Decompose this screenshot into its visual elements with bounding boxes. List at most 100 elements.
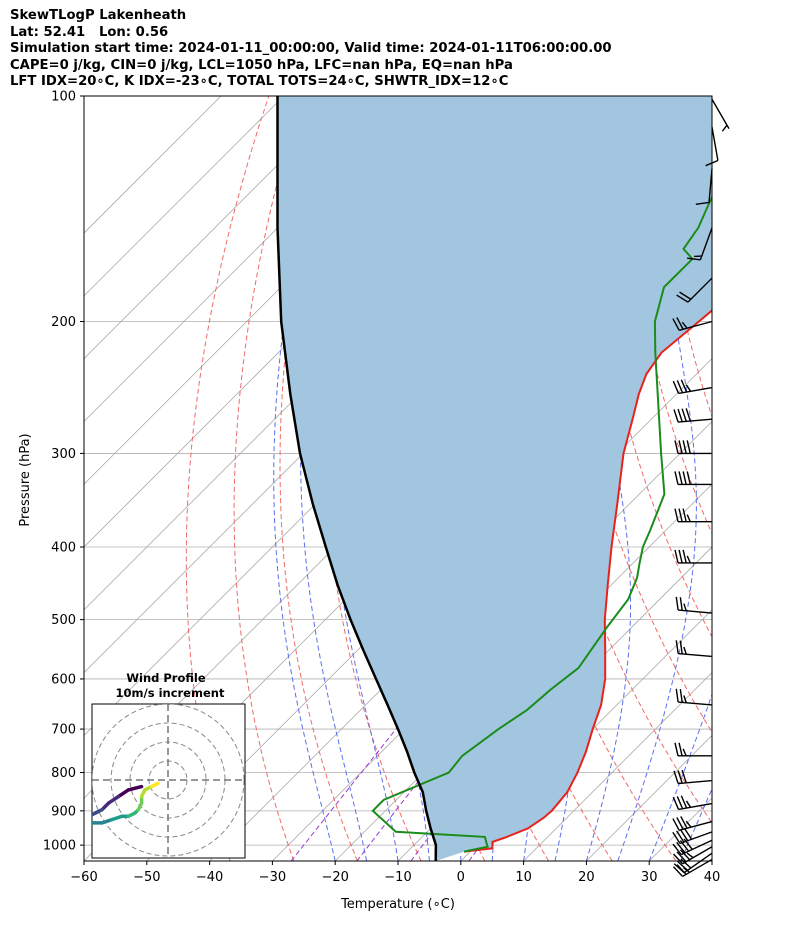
barb-feather xyxy=(680,849,691,861)
barb-feather xyxy=(673,863,685,874)
wind-barb xyxy=(675,688,713,706)
barb-feather xyxy=(675,688,679,703)
hodograph-segment xyxy=(92,811,98,817)
hodograph-segment xyxy=(92,820,94,825)
barb-feather xyxy=(672,831,681,844)
temperature-line xyxy=(463,309,712,853)
dewpoint-line xyxy=(371,195,712,853)
barb-feather xyxy=(676,380,684,394)
barb-shaft xyxy=(678,609,713,614)
dry-adiabat xyxy=(279,96,358,861)
moist-adiabat xyxy=(582,96,632,861)
barb-feather xyxy=(686,440,691,454)
barb-feather xyxy=(683,838,693,850)
x-tick-label: 0 xyxy=(457,870,465,885)
barb-feather xyxy=(679,640,683,654)
barb-feather xyxy=(705,159,719,167)
time-text: Simulation start time: 2024-01-11_00:00:… xyxy=(10,41,612,56)
y-tick-label: 1000 xyxy=(43,839,76,854)
barb-feather xyxy=(677,408,683,422)
wind-barb xyxy=(705,126,719,167)
axis-layer: −60 −50 −40 −30 −20 −10 0 10 20 30 40 100 200 300 400 5… xyxy=(43,90,720,886)
wind-barb xyxy=(674,508,712,523)
barb-feather xyxy=(683,695,687,703)
barb-feather xyxy=(678,742,683,756)
barb-feather xyxy=(685,384,692,392)
moist-adiabat xyxy=(617,96,697,861)
wind-barb xyxy=(695,168,713,206)
y-tick-label: 900 xyxy=(51,804,76,819)
barb-feather xyxy=(676,830,685,843)
y-tick-label: 300 xyxy=(51,447,76,462)
barb-shaft xyxy=(683,852,713,874)
x-tick-label: 20 xyxy=(578,870,595,885)
wind-barb xyxy=(675,596,713,614)
cape-text: CAPE=0 j/kg, CIN=0 j/kg, LCL=1050 hPa, L… xyxy=(10,57,513,73)
x-tick-label: −20 xyxy=(321,870,348,885)
isotherm xyxy=(84,96,347,360)
barb-feather xyxy=(682,549,687,564)
barb-feather xyxy=(676,851,687,863)
barb-feather xyxy=(676,817,684,830)
wind-barb xyxy=(674,440,712,455)
y-axis-label: Pressure (hPa) xyxy=(18,433,33,526)
barb-shaft xyxy=(711,126,719,161)
x-tick-label: −40 xyxy=(196,870,223,885)
barb-feather xyxy=(677,860,688,871)
barb-shaft xyxy=(682,858,713,878)
barb-feather xyxy=(678,508,683,522)
barb-feather xyxy=(676,841,686,854)
barb-feather xyxy=(679,689,683,703)
y-tick-label: 400 xyxy=(51,541,76,556)
barb-feather xyxy=(676,796,684,810)
wind-barb xyxy=(673,852,713,874)
barb-feather xyxy=(672,843,682,856)
barb-feather xyxy=(683,646,687,655)
barb-feather xyxy=(675,640,679,654)
barb-feather xyxy=(674,471,679,485)
y-tick-label: 500 xyxy=(51,613,76,628)
y-tick-label: 800 xyxy=(51,766,76,781)
barb-feather xyxy=(681,769,687,784)
barb-feather xyxy=(679,291,692,300)
moist-adiabat xyxy=(328,96,399,861)
dry-adiabat xyxy=(625,96,712,535)
barb-feather xyxy=(678,471,683,485)
barb-feather xyxy=(672,818,680,831)
barb-feather xyxy=(682,748,687,757)
x-tick-label: 40 xyxy=(704,870,721,885)
barb-feather xyxy=(683,827,693,840)
isotherm xyxy=(523,672,712,861)
chart-title: SkewTLogP Lakenheath xyxy=(10,8,187,23)
barb-shaft xyxy=(711,98,730,130)
isotherm xyxy=(84,96,285,297)
barb-feather xyxy=(672,796,680,810)
barb-shaft xyxy=(678,320,713,331)
barb-feather xyxy=(685,800,692,808)
dry-adiabat xyxy=(757,96,794,861)
wind-barb xyxy=(674,742,712,757)
dry-adiabat xyxy=(233,96,302,861)
barb-shaft xyxy=(678,802,713,811)
barb-feather xyxy=(676,294,689,303)
x-tick-label: −30 xyxy=(259,870,286,885)
isotherm xyxy=(711,860,712,861)
barb-feather xyxy=(681,408,687,422)
x-tick-label: −60 xyxy=(70,870,97,885)
barb-feather xyxy=(686,555,691,564)
x-tick-label: −10 xyxy=(384,870,411,885)
wind-barb xyxy=(676,277,713,303)
x-tick-label: −50 xyxy=(133,870,160,885)
mixing-ratio-line xyxy=(290,678,437,861)
wind-barb xyxy=(673,408,713,423)
barb-feather xyxy=(673,409,679,423)
chart-header: SkewTLogP Lakenheath Lat: 52.41 Lon: 0.5… xyxy=(10,8,612,91)
barb-feather xyxy=(687,257,701,261)
x-axis-label: Temperature (∘C) xyxy=(340,897,455,912)
barb-feather xyxy=(680,816,688,829)
hodograph-segment xyxy=(126,784,144,792)
data-layer xyxy=(276,96,712,861)
hodograph-inset: Wind Profile 10m/s increment xyxy=(91,671,246,859)
barb-feather xyxy=(683,603,687,612)
